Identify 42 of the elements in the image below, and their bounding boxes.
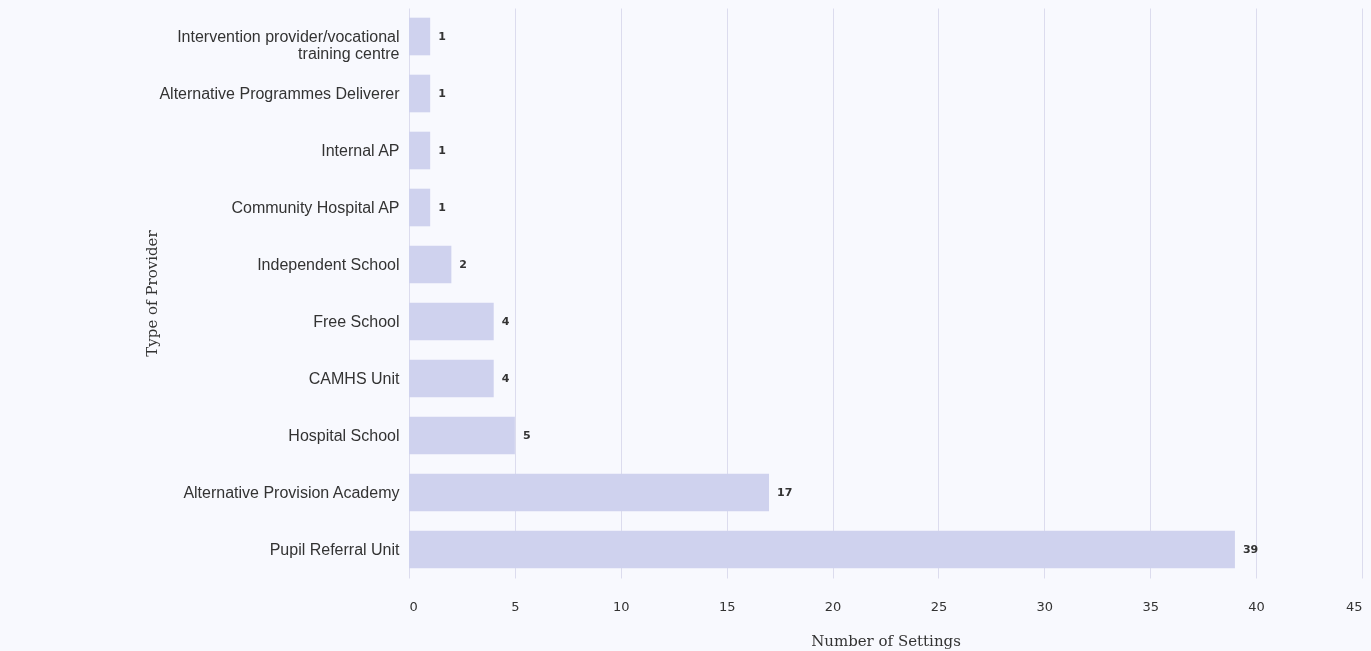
y-tick-label: CAMHS Unit [308,369,401,387]
x-tick-label: 40 [1248,598,1265,614]
bar [409,131,431,170]
data-label: 4 [501,314,510,328]
data-label: 4 [501,371,510,385]
x-tick-label: 20 [824,598,842,614]
y-tick-label: Intervention provider/vocational training centre [177,27,400,62]
bar [409,188,431,227]
bar [409,473,770,512]
data-label: 5 [522,428,531,442]
x-tick-label: 25 [930,598,948,614]
x-axis-title: Number of Settings [811,631,961,650]
bar [409,245,452,284]
y-tick-label: Internal AP [321,141,400,159]
bar [409,302,494,341]
bar [409,74,431,113]
y-tick-label: Hospital School [288,426,400,444]
data-label: 1 [438,200,446,214]
x-tick-label: 15 [718,598,736,614]
bar [409,530,1235,569]
x-tick-label: 10 [613,598,630,614]
x-tick-label: 30 [1036,598,1054,614]
bar [409,17,431,56]
bar [409,359,494,398]
y-tick-label: Free School [313,312,400,330]
data-label: 17 [777,485,793,499]
data-label: 39 [1242,542,1259,556]
y-tick-label: Pupil Referral Unit [269,540,401,558]
y-tick-label: Independent School [257,255,400,273]
x-tick-label: 35 [1142,598,1159,614]
y-tick-label: Alternative Provision Academy [183,483,400,501]
data-label: 1 [438,29,446,43]
data-label: 2 [459,257,468,271]
x-tick-label: 45 [1345,598,1363,614]
x-tick-label: 5 [511,598,520,614]
x-tick-label: 0 [409,598,418,614]
data-label: 1 [438,143,446,157]
data-label: 1 [438,86,446,100]
y-tick-label: Community Hospital AP [231,198,400,216]
y-tick-label: Alternative Programmes Deliverer [159,84,401,102]
y-axis-title: Type of Provider [142,229,161,357]
bar [409,416,515,455]
